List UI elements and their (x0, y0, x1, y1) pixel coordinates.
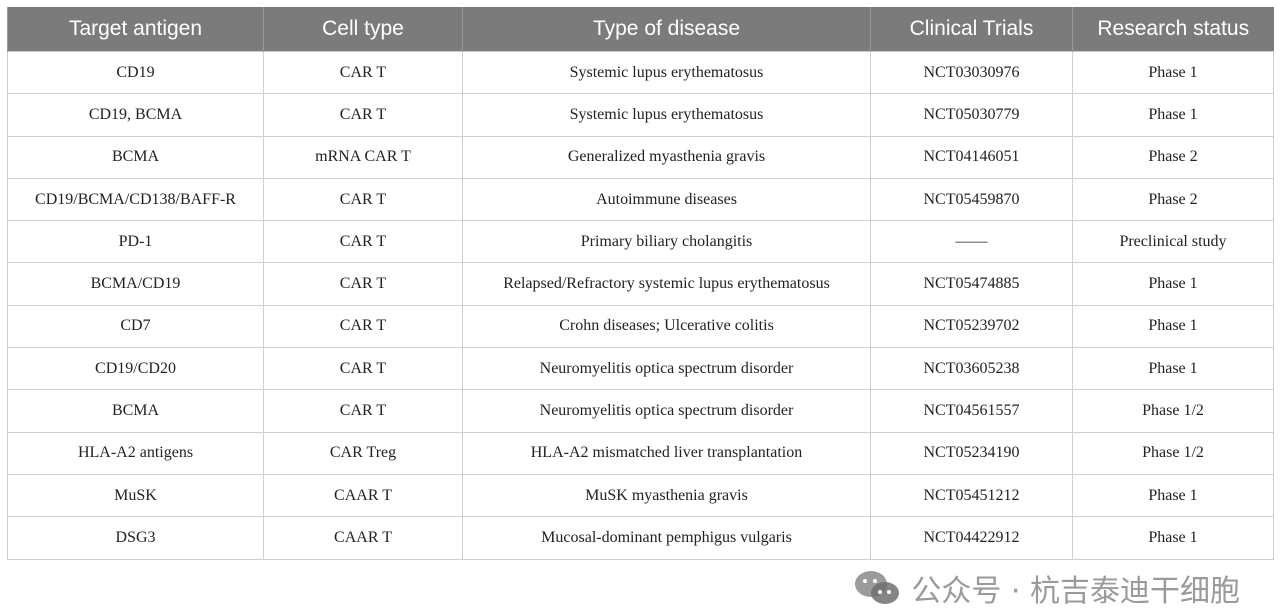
table-cell: CAR T (263, 93, 463, 137)
column-header: Type of disease (462, 7, 871, 52)
table-row: HLA-A2 antigens CAR Treg HLA-A2 mismatched… (7, 431, 1274, 475)
table-cell: Generalized myasthenia gravis (462, 135, 871, 179)
table-cell: CAR T (263, 50, 463, 95)
table-cell: Neuromyelitis optica spectrum disorder (462, 389, 871, 433)
table-cell: —— (870, 220, 1073, 264)
table-cell: Systemic lupus erythematosus (462, 50, 871, 95)
table-cell: Phase 1/2 (1072, 431, 1274, 475)
table-cell: CAR T (263, 389, 463, 433)
table-cell: NCT04561557 (870, 389, 1073, 433)
table-row: BCMA CAR T Neuromyelitis optica spectrum d… (7, 389, 1274, 433)
table-cell: Preclinical study (1072, 220, 1274, 264)
table-row: CD19/CD20 CAR T Neuromyelitis optica spect… (7, 347, 1274, 391)
table-cell: Phase 1 (1072, 516, 1274, 560)
table-cell: CAR T (263, 262, 463, 306)
table-cell: BCMA/CD19 (7, 262, 264, 306)
table-cell: CD19 (7, 50, 264, 95)
table-cell: CAAR T (263, 516, 463, 560)
table-cell: DSG3 (7, 516, 264, 560)
table-cell: Phase 2 (1072, 177, 1274, 222)
column-header: Research status (1072, 7, 1274, 52)
table-cell: Crohn diseases; Ulcerative colitis (462, 304, 871, 349)
table-cell: NCT05474885 (870, 262, 1073, 306)
table-cell: CAR T (263, 177, 463, 222)
table-cell: Systemic lupus erythematosus (462, 93, 871, 137)
table-cell: MuSK myasthenia gravis (462, 473, 871, 518)
table-cell: CD19/BCMA/CD138/BAFF-R (7, 177, 264, 222)
header-row: Target antigen Cell type Type of disease Cl… (7, 7, 1274, 52)
table-cell: Phase 1 (1072, 50, 1274, 95)
table-cell: Phase 2 (1072, 135, 1274, 179)
table-cell: Phase 1 (1072, 304, 1274, 349)
table-cell: CD19, BCMA (7, 93, 264, 137)
table-cell: Neuromyelitis optica spectrum disorder (462, 347, 871, 391)
table-row: DSG3 CAAR T Mucosal-dominant pemphigus vul… (7, 516, 1274, 560)
table-cell: PD-1 (7, 220, 264, 264)
table-cell: CAR T (263, 304, 463, 349)
table-cell: Phase 1 (1072, 262, 1274, 306)
table-row: CD19/BCMA/CD138/BAFF-R CAR T Autoimmune di… (7, 177, 1274, 222)
table-cell: Relapsed/Refractory systemic lupus eryth… (462, 262, 871, 306)
table-cell: NCT05234190 (870, 431, 1073, 475)
table-cell: CD7 (7, 304, 264, 349)
table-cell: Mucosal-dominant pemphigus vulgaris (462, 516, 871, 560)
table-cell: BCMA (7, 135, 264, 179)
table-cell: CAR Treg (263, 431, 463, 475)
table-cell: CAAR T (263, 473, 463, 518)
watermark-text: 公众号 · 杭吉泰迪干细胞 (911, 573, 1240, 609)
table-cell: Phase 1 (1072, 347, 1274, 391)
table-cell: Primary biliary cholangitis (462, 220, 871, 264)
table-cell: NCT03030976 (870, 50, 1073, 95)
table-cell: NCT05239702 (870, 304, 1073, 349)
table-cell: NCT04422912 (870, 516, 1073, 560)
table-cell: HLA-A2 antigens (7, 431, 264, 475)
table-row: CD19, BCMA CAR T Systemic lupus erythemato… (7, 93, 1274, 137)
table-cell: HLA-A2 mismatched liver transplantation (462, 431, 871, 475)
table-row: BCMA/CD19 CAR T Relapsed/Refractory system… (7, 262, 1274, 306)
table-row: CD7 CAR T Crohn diseases; Ulcerative colit… (7, 304, 1274, 349)
table-cell: Phase 1 (1072, 473, 1274, 518)
column-header: Cell type (263, 7, 463, 52)
table-cell: MuSK (7, 473, 264, 518)
table-cell: NCT04146051 (870, 135, 1073, 179)
wechat-icon (855, 570, 900, 604)
table-cell: BCMA (7, 389, 264, 433)
watermark: 公众号 · 杭吉泰迪干细胞 (0, 566, 1240, 610)
column-header: Clinical Trials (870, 7, 1073, 52)
column-header: Target antigen (7, 7, 264, 52)
table-row: BCMA mRNA CAR T Generalized myasthenia gra… (7, 135, 1274, 179)
clinical-trials-table: Target antigen Cell type Type of disease Cl… (7, 7, 1274, 560)
table-row: PD-1 CAR T Primary biliary cholangitis —— Pr… (7, 220, 1274, 264)
table-cell: NCT05451212 (870, 473, 1073, 518)
table-cell: NCT03605238 (870, 347, 1073, 391)
table-cell: Phase 1/2 (1072, 389, 1274, 433)
table-row: MuSK CAAR T MuSK myasthenia gravis NCT05451… (7, 473, 1274, 518)
table-cell: CD19/CD20 (7, 347, 264, 391)
table-row: CD19 CAR T Systemic lupus erythematosus NCT… (7, 50, 1274, 95)
table-cell: CAR T (263, 220, 463, 264)
table-cell: Autoimmune diseases (462, 177, 871, 222)
table-cell: Phase 1 (1072, 93, 1274, 137)
table-cell: CAR T (263, 347, 463, 391)
table-cell: mRNA CAR T (263, 135, 463, 179)
table-cell: NCT05030779 (870, 93, 1073, 137)
table-cell: NCT05459870 (870, 177, 1073, 222)
